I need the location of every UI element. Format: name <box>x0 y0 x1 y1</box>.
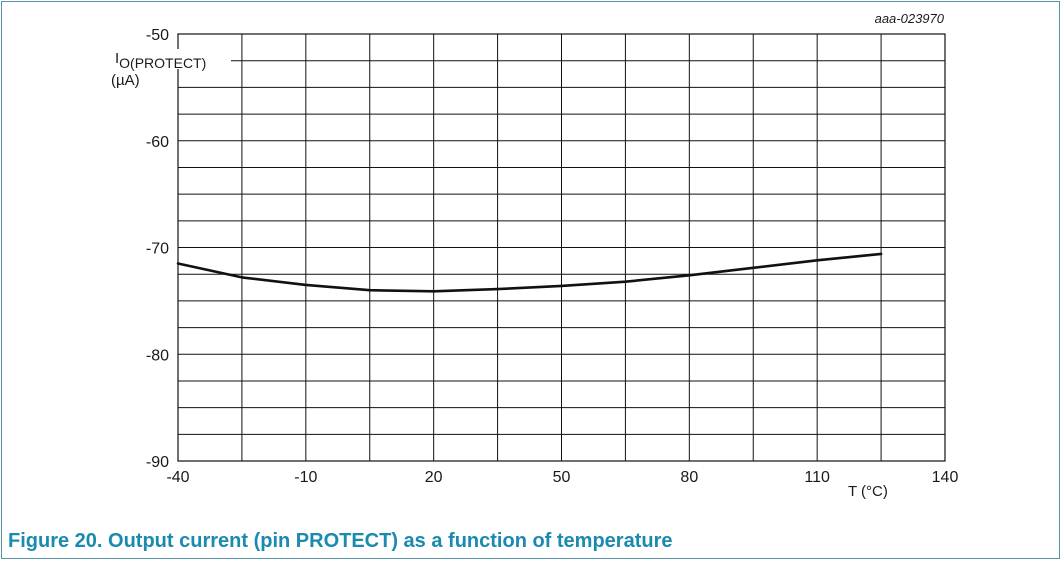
x-tick-label: 20 <box>425 469 443 486</box>
x-tick-label: 140 <box>932 469 959 486</box>
y-tick-label: -80 <box>146 347 169 364</box>
y-axis-unit: (µA) <box>111 72 140 89</box>
figure-caption: Figure 20. Output current (pin PROTECT) … <box>8 530 673 552</box>
x-tick-label: -10 <box>294 469 317 486</box>
y-tick-label: -90 <box>146 454 169 471</box>
y-axis-title: IO(PROTECT) (µA) <box>111 49 231 89</box>
y-tick-label: -60 <box>146 134 169 151</box>
x-tick-label: 80 <box>680 469 698 486</box>
y-axis-title-subscript: O(PROTECT) <box>119 55 206 71</box>
y-tick-label: -50 <box>146 27 169 44</box>
x-tick-label: 110 <box>804 469 830 486</box>
y-axis-title-background <box>111 49 231 69</box>
y-axis-title-main: I <box>115 50 119 67</box>
x-tick-label: 50 <box>553 469 571 486</box>
y-tick-label: -70 <box>146 241 169 258</box>
x-tick-label: -40 <box>166 469 189 486</box>
chart-series <box>176 252 883 293</box>
x-axis-title: T (°C) <box>848 483 888 500</box>
figure-code: aaa-023970 <box>875 11 945 26</box>
chart-tick-labels: -40 -10 20 50 80 110 140 -90 -80 -70 -60 -50 <box>146 27 959 486</box>
y-axis-title-text: IO(PROTECT) <box>115 50 206 71</box>
series-line <box>176 252 883 293</box>
plot-border <box>177 33 946 462</box>
chart-grid <box>177 33 946 462</box>
